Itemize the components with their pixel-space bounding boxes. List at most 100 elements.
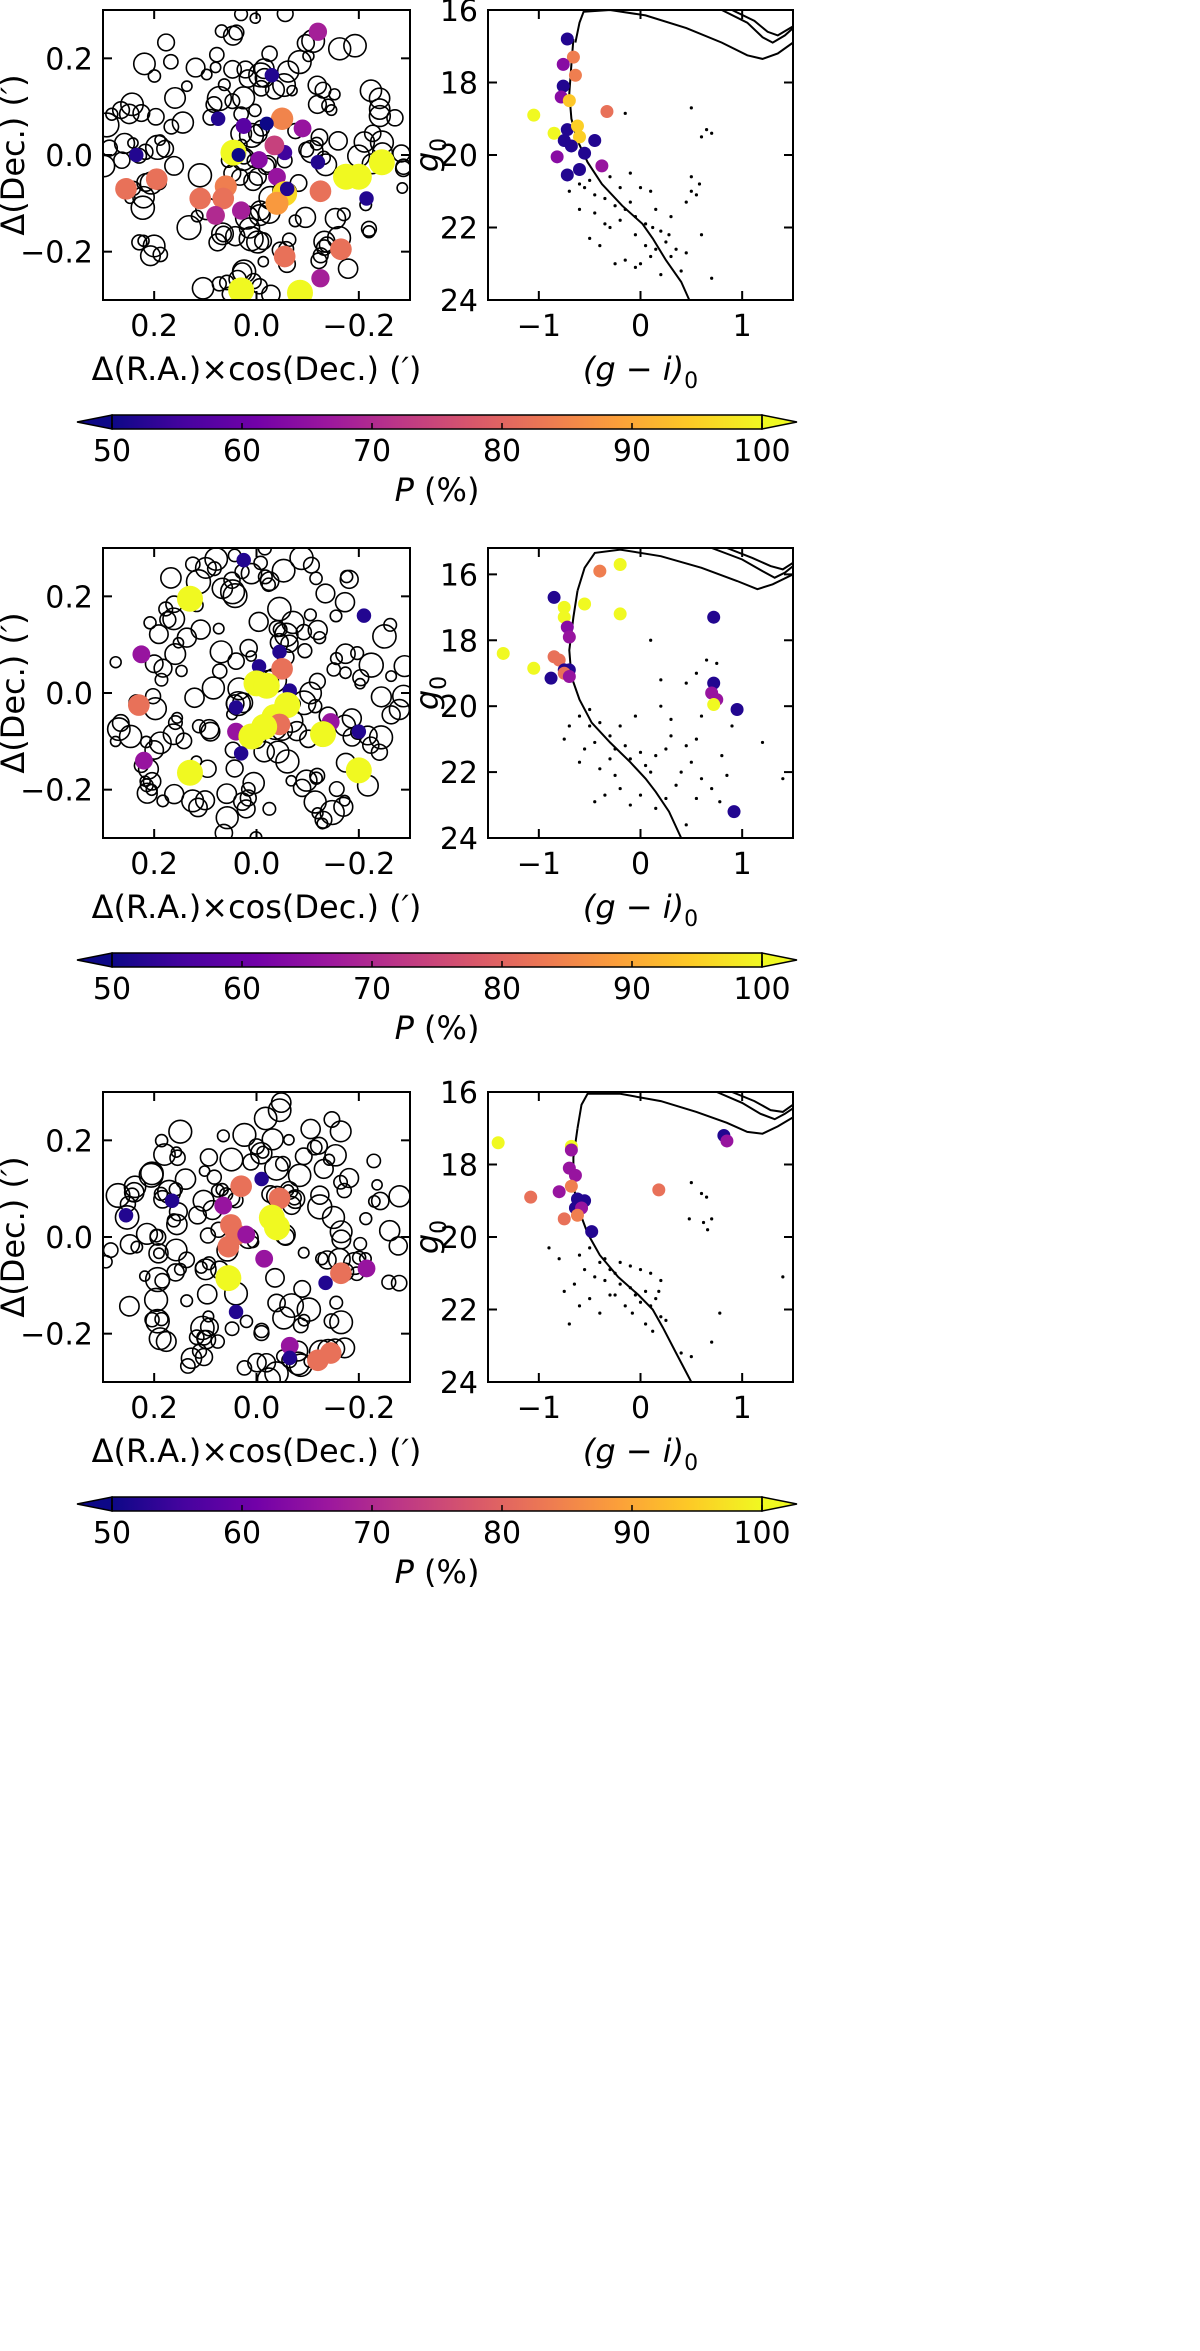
colorbar-row1: 50 60 70 80 90 100 P (%)	[76, 414, 798, 509]
field-star-circle	[256, 1352, 277, 1373]
field-star-circle	[152, 246, 169, 263]
field-star-circle	[391, 684, 410, 708]
field-star-circle	[279, 1293, 305, 1319]
field-star-circle	[335, 643, 356, 665]
field-star-dot	[567, 189, 571, 193]
field-star-circle	[154, 1311, 169, 1327]
field-star-circle	[383, 617, 398, 632]
field-star-circle	[253, 740, 276, 763]
field-star-dot	[718, 1311, 722, 1315]
field-star-circle	[306, 1139, 323, 1156]
field-star-circle	[199, 1148, 219, 1167]
member-star-point	[557, 1212, 571, 1226]
field-star-circle	[395, 158, 410, 176]
member-star-point	[562, 94, 576, 108]
member-star-point	[564, 139, 578, 153]
field-star-dot	[618, 786, 622, 791]
field-star-dot	[760, 740, 765, 745]
member-star-point	[273, 245, 296, 268]
field-star-circle	[143, 1287, 169, 1313]
field-star-circle	[386, 109, 404, 127]
field-star-dot	[781, 777, 785, 781]
member-star-point	[578, 146, 592, 160]
field-star-circle	[167, 715, 183, 731]
member-star-point	[560, 168, 574, 182]
field-star-dot	[588, 1246, 592, 1250]
field-star-circle	[253, 555, 269, 571]
field-star-circle	[295, 623, 313, 641]
member-star-point	[556, 79, 570, 93]
field-star-circle	[190, 209, 204, 223]
member-star-point	[164, 1193, 180, 1208]
field-star-circle	[299, 681, 323, 705]
field-star-circle	[209, 640, 233, 664]
field-star-dot	[623, 1304, 627, 1308]
field-star-dot	[689, 760, 693, 764]
colorbar-tick-label: 60	[223, 972, 261, 1007]
field-star-circle	[103, 112, 120, 138]
field-star-circle	[123, 1175, 147, 1199]
field-star-dot	[623, 111, 627, 115]
member-star-point	[578, 597, 592, 611]
field-star-dot	[598, 767, 602, 771]
field-star-dot	[638, 793, 643, 797]
field-star-dot	[649, 1304, 653, 1308]
field-star-circle	[242, 771, 266, 795]
field-star-circle	[339, 569, 354, 584]
field-star-circle	[267, 1098, 292, 1123]
member-star-point	[560, 123, 574, 137]
field-star-circle	[264, 1361, 289, 1382]
field-star-circle	[232, 1122, 257, 1148]
field-star-circle	[137, 234, 150, 248]
colorbar-gradient	[112, 1497, 762, 1511]
colorbar-tick-label: 80	[483, 434, 521, 469]
field-star-circle	[199, 1227, 217, 1244]
member-star-point	[527, 108, 541, 122]
member-star-point	[270, 107, 294, 130]
field-star-circle	[162, 723, 185, 746]
field-star-dot	[618, 186, 622, 190]
member-star-point	[720, 1134, 734, 1148]
field-star-dot	[669, 254, 673, 259]
member-star-point	[118, 1208, 134, 1223]
cmd-ylabel: g0	[408, 1220, 452, 1254]
field-star-circle	[281, 232, 297, 248]
field-star-dot	[699, 233, 704, 237]
field-star-dot	[781, 1275, 785, 1279]
colorbar-tick-label: 50	[93, 434, 131, 469]
member-star-point	[228, 1304, 244, 1320]
field-star-circle	[118, 1295, 140, 1317]
field-star-dot	[715, 661, 719, 665]
member-star-point	[259, 116, 274, 131]
cmd-plot-area	[496, 548, 793, 838]
field-star-circle	[171, 111, 195, 134]
field-star-dot	[577, 760, 582, 764]
field-star-circle	[199, 1317, 220, 1337]
cmd-ytick-label: 20	[440, 690, 478, 725]
field-star-circle	[275, 749, 300, 774]
member-star-point	[707, 610, 721, 624]
field-star-circle	[360, 220, 378, 238]
field-star-circle	[111, 713, 130, 733]
cmd-ytick-label: 24	[440, 1366, 478, 1401]
field-star-circle	[390, 1274, 408, 1292]
field-star-dot	[593, 211, 597, 215]
field-star-dot	[603, 793, 607, 797]
field-star-circle	[333, 1174, 349, 1190]
field-star-circle	[366, 1153, 382, 1169]
field-star-circle	[231, 86, 256, 110]
member-star-point	[568, 1168, 582, 1182]
field-star-circle	[329, 1120, 352, 1143]
isochrone-giant-branch	[726, 548, 793, 571]
field-star-dot	[613, 262, 617, 266]
field-star-dot	[608, 734, 612, 738]
field-star-circle	[148, 624, 169, 645]
field-star-dot	[628, 1286, 632, 1290]
spatial-xtick-label: 0.0	[233, 1391, 281, 1426]
member-star-point	[308, 22, 328, 41]
field-star-circle	[191, 276, 215, 300]
member-star-point	[330, 1262, 352, 1285]
field-star-dot	[588, 724, 592, 728]
field-star-circle	[223, 59, 243, 79]
